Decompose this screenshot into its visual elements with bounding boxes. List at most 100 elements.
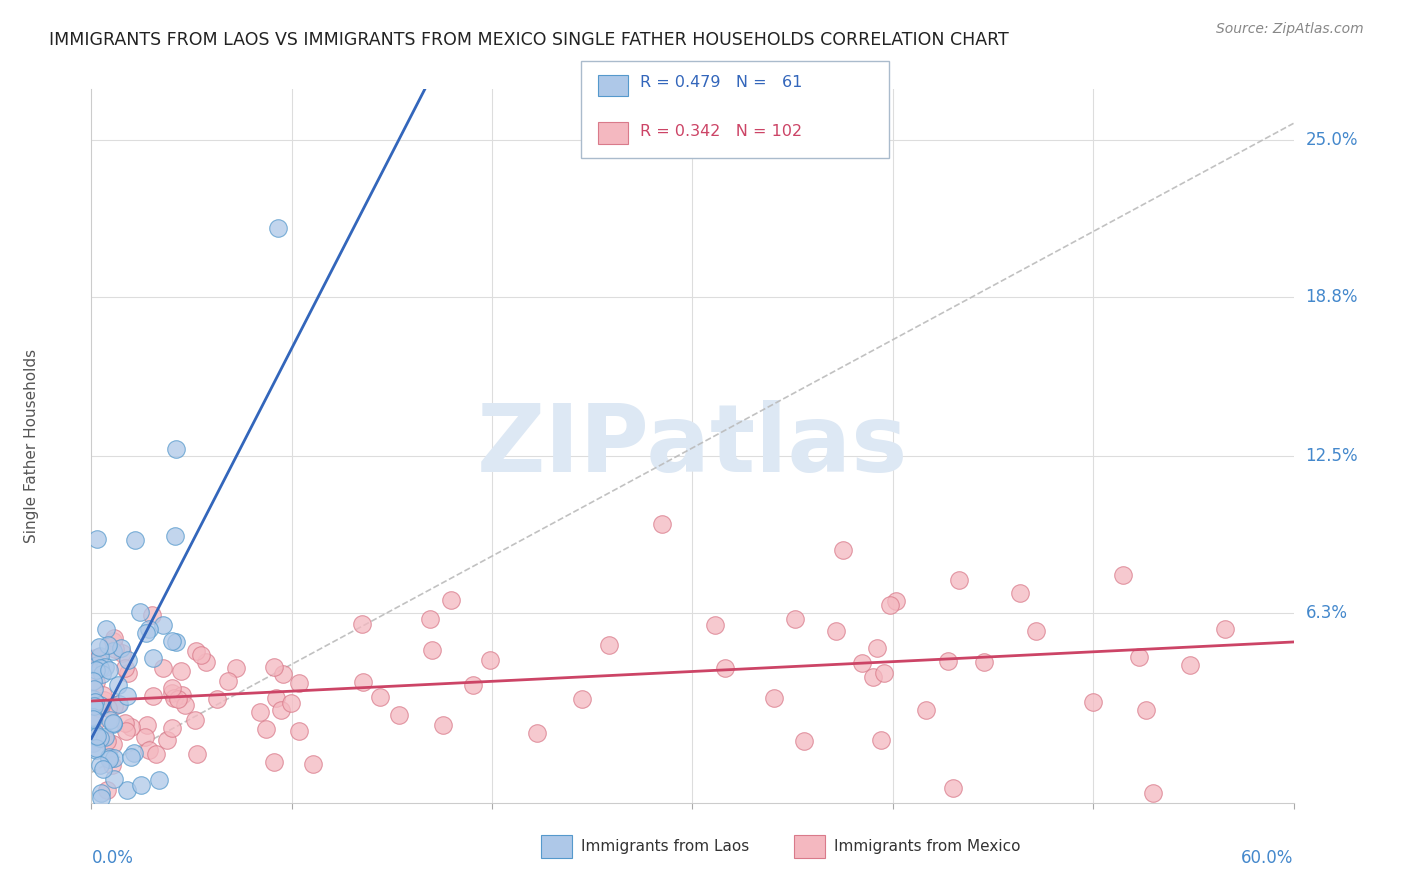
Point <box>831 542 853 557</box>
Point <box>124 747 146 761</box>
Point <box>915 703 938 717</box>
Text: Immigrants from Mexico: Immigrants from Mexico <box>834 839 1021 854</box>
Point <box>217 673 239 688</box>
Text: Immigrants from Laos: Immigrants from Laos <box>581 839 749 854</box>
Point <box>973 656 995 670</box>
Point <box>103 698 125 713</box>
Point <box>84 695 107 709</box>
Text: R = 0.342   N = 102: R = 0.342 N = 102 <box>640 124 801 138</box>
Point <box>97 638 120 652</box>
Point <box>103 631 125 645</box>
Point <box>287 724 309 739</box>
Point <box>117 665 139 680</box>
Point <box>184 644 207 658</box>
Point <box>1213 623 1236 637</box>
Point <box>107 697 129 711</box>
Point <box>83 695 105 709</box>
Point <box>120 750 142 764</box>
Point <box>135 626 157 640</box>
Point <box>419 612 441 626</box>
Point <box>463 678 485 692</box>
Point <box>165 529 187 543</box>
Point <box>134 730 156 744</box>
Point <box>571 692 593 706</box>
Point <box>82 736 104 750</box>
Point <box>101 758 124 772</box>
Point <box>254 722 277 736</box>
Point <box>165 634 187 648</box>
Point <box>117 690 139 704</box>
Point <box>84 730 107 744</box>
Point <box>114 660 136 674</box>
Point <box>263 660 285 674</box>
Point <box>84 743 107 757</box>
Point <box>107 678 129 692</box>
Point <box>89 661 111 675</box>
Point <box>172 688 194 702</box>
Point <box>368 690 391 704</box>
Point <box>270 703 292 717</box>
Point <box>84 675 107 690</box>
Point <box>1128 650 1150 665</box>
Point <box>103 644 125 658</box>
Text: 25.0%: 25.0% <box>1306 131 1358 149</box>
Point <box>94 660 117 674</box>
Point <box>1008 586 1031 600</box>
Point <box>108 698 131 712</box>
Point <box>714 661 737 675</box>
Point <box>128 605 150 619</box>
Point <box>1025 624 1047 638</box>
Point <box>114 716 136 731</box>
Point <box>142 650 165 665</box>
Point <box>103 772 125 787</box>
Point <box>104 641 127 656</box>
Point <box>89 698 111 713</box>
Point <box>862 670 884 684</box>
Text: 60.0%: 60.0% <box>1241 849 1294 867</box>
Point <box>160 681 183 695</box>
Point <box>160 686 183 700</box>
Point <box>89 731 111 745</box>
Point <box>526 726 548 740</box>
Text: ZIPatlas: ZIPatlas <box>477 400 908 492</box>
Point <box>174 698 197 713</box>
Point <box>98 750 121 764</box>
Text: 6.3%: 6.3% <box>1306 604 1347 622</box>
Text: R = 0.479   N =   61: R = 0.479 N = 61 <box>640 75 801 89</box>
Point <box>97 701 120 715</box>
Point <box>160 721 183 735</box>
Point <box>86 657 108 672</box>
Point <box>152 618 174 632</box>
Point <box>478 653 501 667</box>
Point <box>90 790 112 805</box>
Point <box>93 692 115 706</box>
Point <box>1112 568 1135 582</box>
Point <box>84 714 107 729</box>
Point <box>598 638 620 652</box>
Point <box>111 646 134 660</box>
Point <box>136 718 159 732</box>
Text: 0.0%: 0.0% <box>91 849 134 867</box>
Point <box>352 616 374 631</box>
Point <box>152 660 174 674</box>
Point <box>83 698 105 713</box>
Point <box>110 640 132 655</box>
Point <box>1135 703 1157 717</box>
Point <box>440 592 463 607</box>
Text: Single Father Households: Single Father Households <box>24 349 39 543</box>
Point <box>225 661 247 675</box>
Point <box>703 618 725 632</box>
Point <box>84 726 107 740</box>
Point <box>83 682 105 697</box>
Point <box>145 747 167 761</box>
Point <box>124 533 146 547</box>
Point <box>264 691 287 706</box>
Point <box>96 783 118 797</box>
Point <box>117 652 139 666</box>
Point <box>1083 695 1105 709</box>
Point <box>87 701 110 715</box>
Point <box>82 674 104 689</box>
Point <box>82 713 104 727</box>
Point <box>148 773 170 788</box>
Point <box>101 737 124 751</box>
